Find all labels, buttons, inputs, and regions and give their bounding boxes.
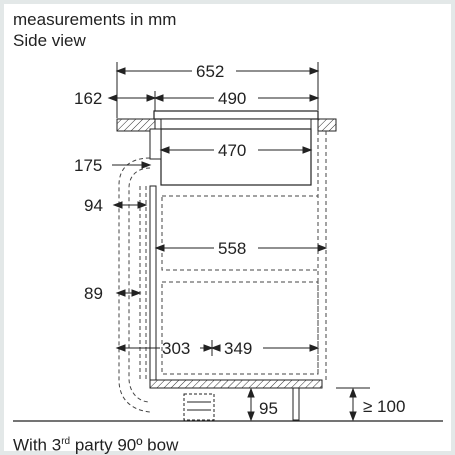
drawer-lower (161, 281, 319, 375)
countertop-left (116, 118, 156, 132)
dim-gap-upper: 94 (84, 196, 103, 215)
footer-suffix: party 90º bow (70, 435, 179, 455)
plinth-duct (183, 393, 215, 421)
base-board (149, 379, 323, 389)
countertop-right (317, 118, 337, 132)
dim-cutout-offset: 175 (74, 156, 102, 175)
dim-cabinet-depth: 558 (218, 239, 246, 258)
cabinet-leg (292, 387, 300, 421)
dim-unit-depth: 470 (218, 141, 246, 160)
duct-connector (149, 128, 162, 160)
dim-plinth-height: 95 (259, 399, 278, 418)
footer-superscript: rd (61, 436, 71, 447)
dim-rear-offset: 162 (74, 89, 102, 108)
extractor-unit (160, 128, 312, 186)
dim-gap-lower: 89 (84, 284, 103, 303)
hob-body (160, 118, 312, 130)
footer-note: With 3rd party 90º bow (13, 433, 178, 455)
drawer-upper (161, 195, 319, 271)
hob-glass (153, 110, 319, 120)
units-caption: measurements in mm (13, 10, 177, 29)
dim-hob-depth: 490 (218, 89, 246, 108)
view-caption: Side view (13, 31, 86, 50)
dim-rear-depth: 349 (224, 339, 252, 358)
dim-front-depth: 303 (162, 339, 190, 358)
footer-prefix: With 3 (13, 435, 62, 455)
duct-bow (118, 157, 151, 413)
cabinet-rear-panel (149, 185, 157, 381)
dim-overall-depth: 652 (196, 62, 224, 81)
dim-min-height: ≥ 100 (363, 397, 405, 416)
